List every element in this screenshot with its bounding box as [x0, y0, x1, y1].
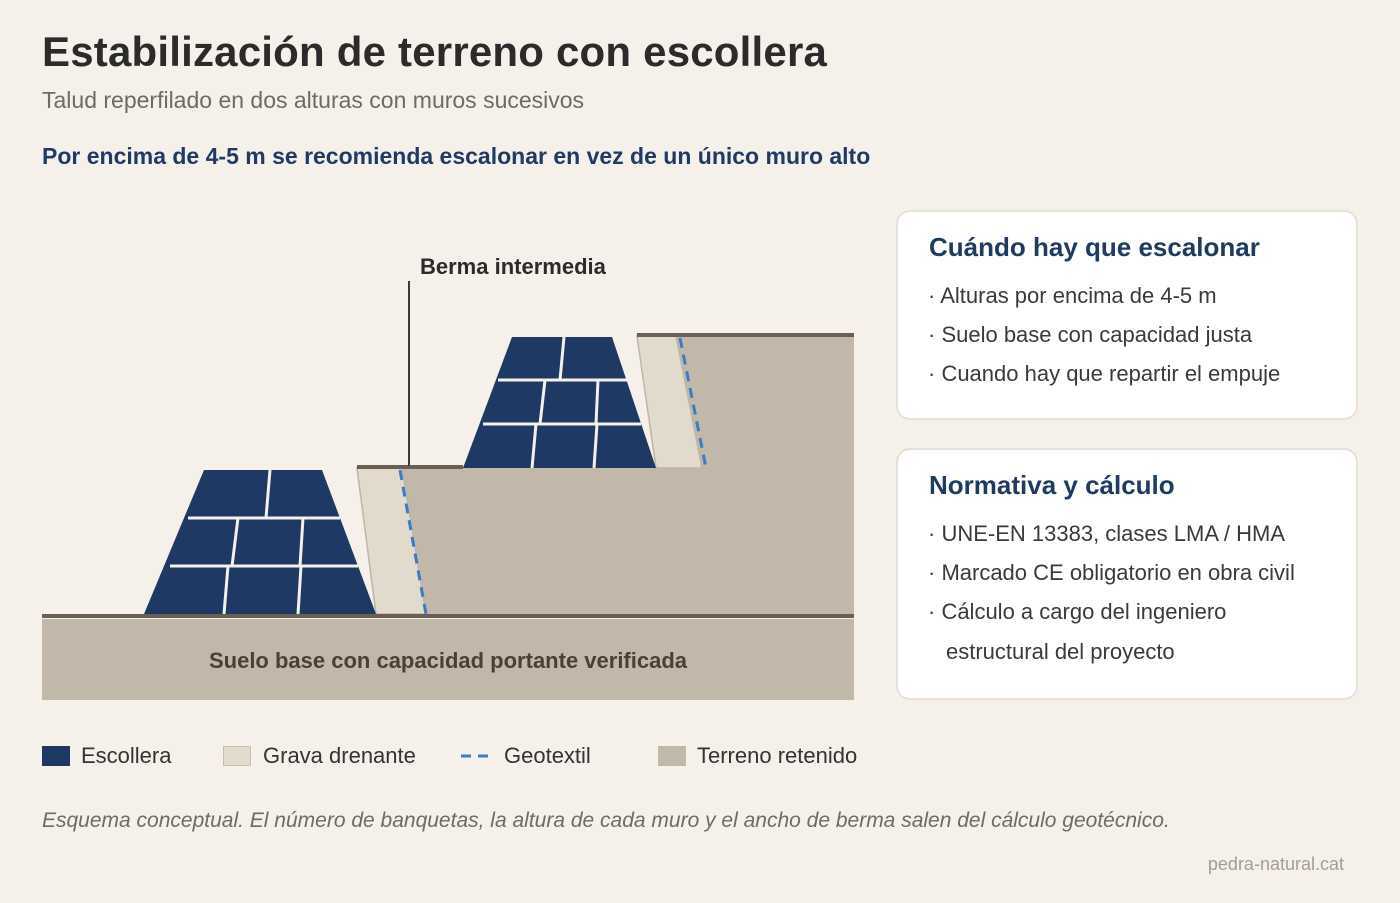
legend-label: Grava drenante [263, 743, 416, 768]
card-item: · Suelo base con capacidad justa [928, 322, 1253, 347]
card-item: · Cuando hay que repartir el empuje [928, 361, 1281, 386]
when-to-step-card: Cuándo hay que escalonar · Alturas por e… [896, 210, 1358, 420]
base-soil [42, 619, 854, 700]
legend-swatch [42, 746, 70, 766]
lower-geotextile [398, 469, 428, 615]
legend-dash [461, 754, 491, 758]
legend-swatch [658, 746, 686, 766]
page-subtitle: Talud reperfilado en dos alturas con mur… [42, 87, 585, 113]
card-title: Cuándo hay que escalonar [929, 232, 1260, 262]
lower-rock-wall [144, 469, 376, 615]
retained-terrain [402, 468, 854, 614]
legend-label: Geotextil [504, 743, 591, 768]
legend-swatch [223, 746, 251, 766]
regulations-card: Normativa y cálculo · UNE-EN 13383, clas… [896, 448, 1358, 700]
card-item: · Cálculo a cargo del ingeniero [928, 599, 1227, 624]
card-item: · Alturas por encima de 4-5 m [928, 283, 1217, 308]
card-item: · UNE-EN 13383, clases LMA / HMA [928, 521, 1286, 546]
retained-terrain-upper [676, 336, 854, 468]
berm-label: Berma intermedia [420, 254, 607, 279]
upper-geotextile [678, 337, 708, 469]
upper-rock-wall [463, 336, 656, 469]
base-soil-label: Suelo base con capacidad portante verifi… [209, 648, 688, 673]
legend-label: Escollera [81, 743, 172, 768]
retaining-wall-diagram: Suelo base con capacidad portante verifi… [42, 254, 854, 700]
card-item: · Marcado CE obligatorio en obra civil [928, 560, 1295, 585]
card-item: estructural del proyecto [946, 639, 1175, 664]
credit-link[interactable]: pedra-natural.cat [1207, 854, 1344, 874]
page-title: Estabilización de terreno con escollera [42, 28, 828, 75]
card-title: Normativa y cálculo [929, 470, 1175, 500]
footnote: Esquema conceptual. El número de banquet… [42, 809, 1170, 832]
headline: Por encima de 4-5 m se recomienda escalo… [42, 143, 871, 169]
legend-label: Terreno retenido [697, 743, 858, 768]
